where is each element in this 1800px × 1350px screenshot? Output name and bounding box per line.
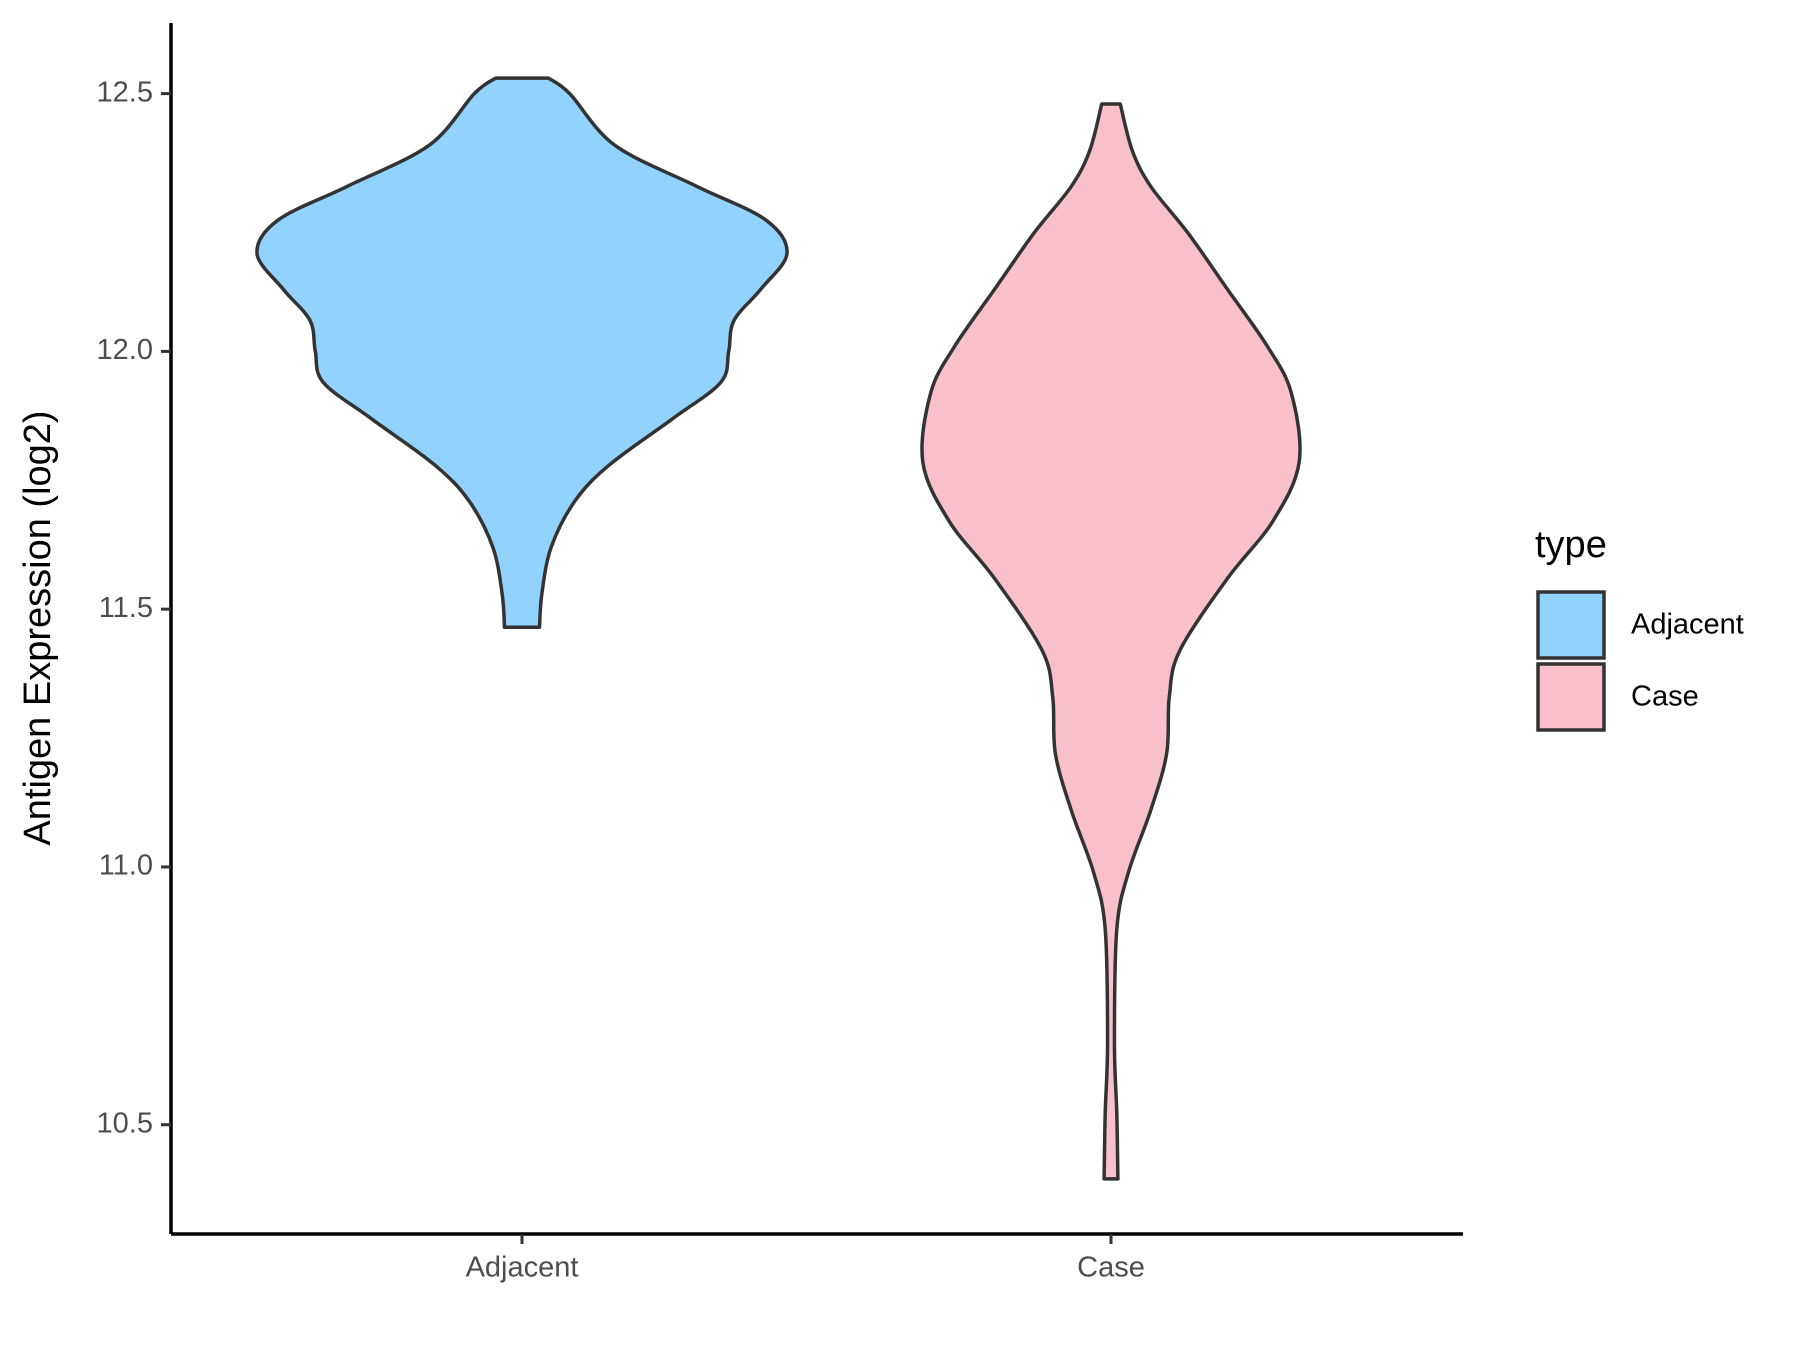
y-tick-label: 12.5 (97, 76, 153, 108)
y-tick-label: 12.0 (97, 334, 153, 366)
legend-label: Adjacent (1631, 609, 1744, 641)
y-tick-label: 11.5 (99, 592, 153, 624)
y-tick-label: 11.0 (99, 850, 153, 882)
legend-key (1536, 662, 1606, 732)
y-tick-label: 10.5 (97, 1107, 153, 1139)
x-tick-label: Adjacent (466, 1252, 579, 1284)
legend-title: type (1535, 524, 1607, 566)
violin (255, 76, 789, 629)
legend-key (1536, 590, 1606, 660)
legend-label: Case (1631, 681, 1699, 713)
violin (920, 102, 1302, 1181)
y-axis-title: Antigen Expression (log2) (17, 410, 59, 845)
x-tick-label: Case (1077, 1252, 1145, 1284)
